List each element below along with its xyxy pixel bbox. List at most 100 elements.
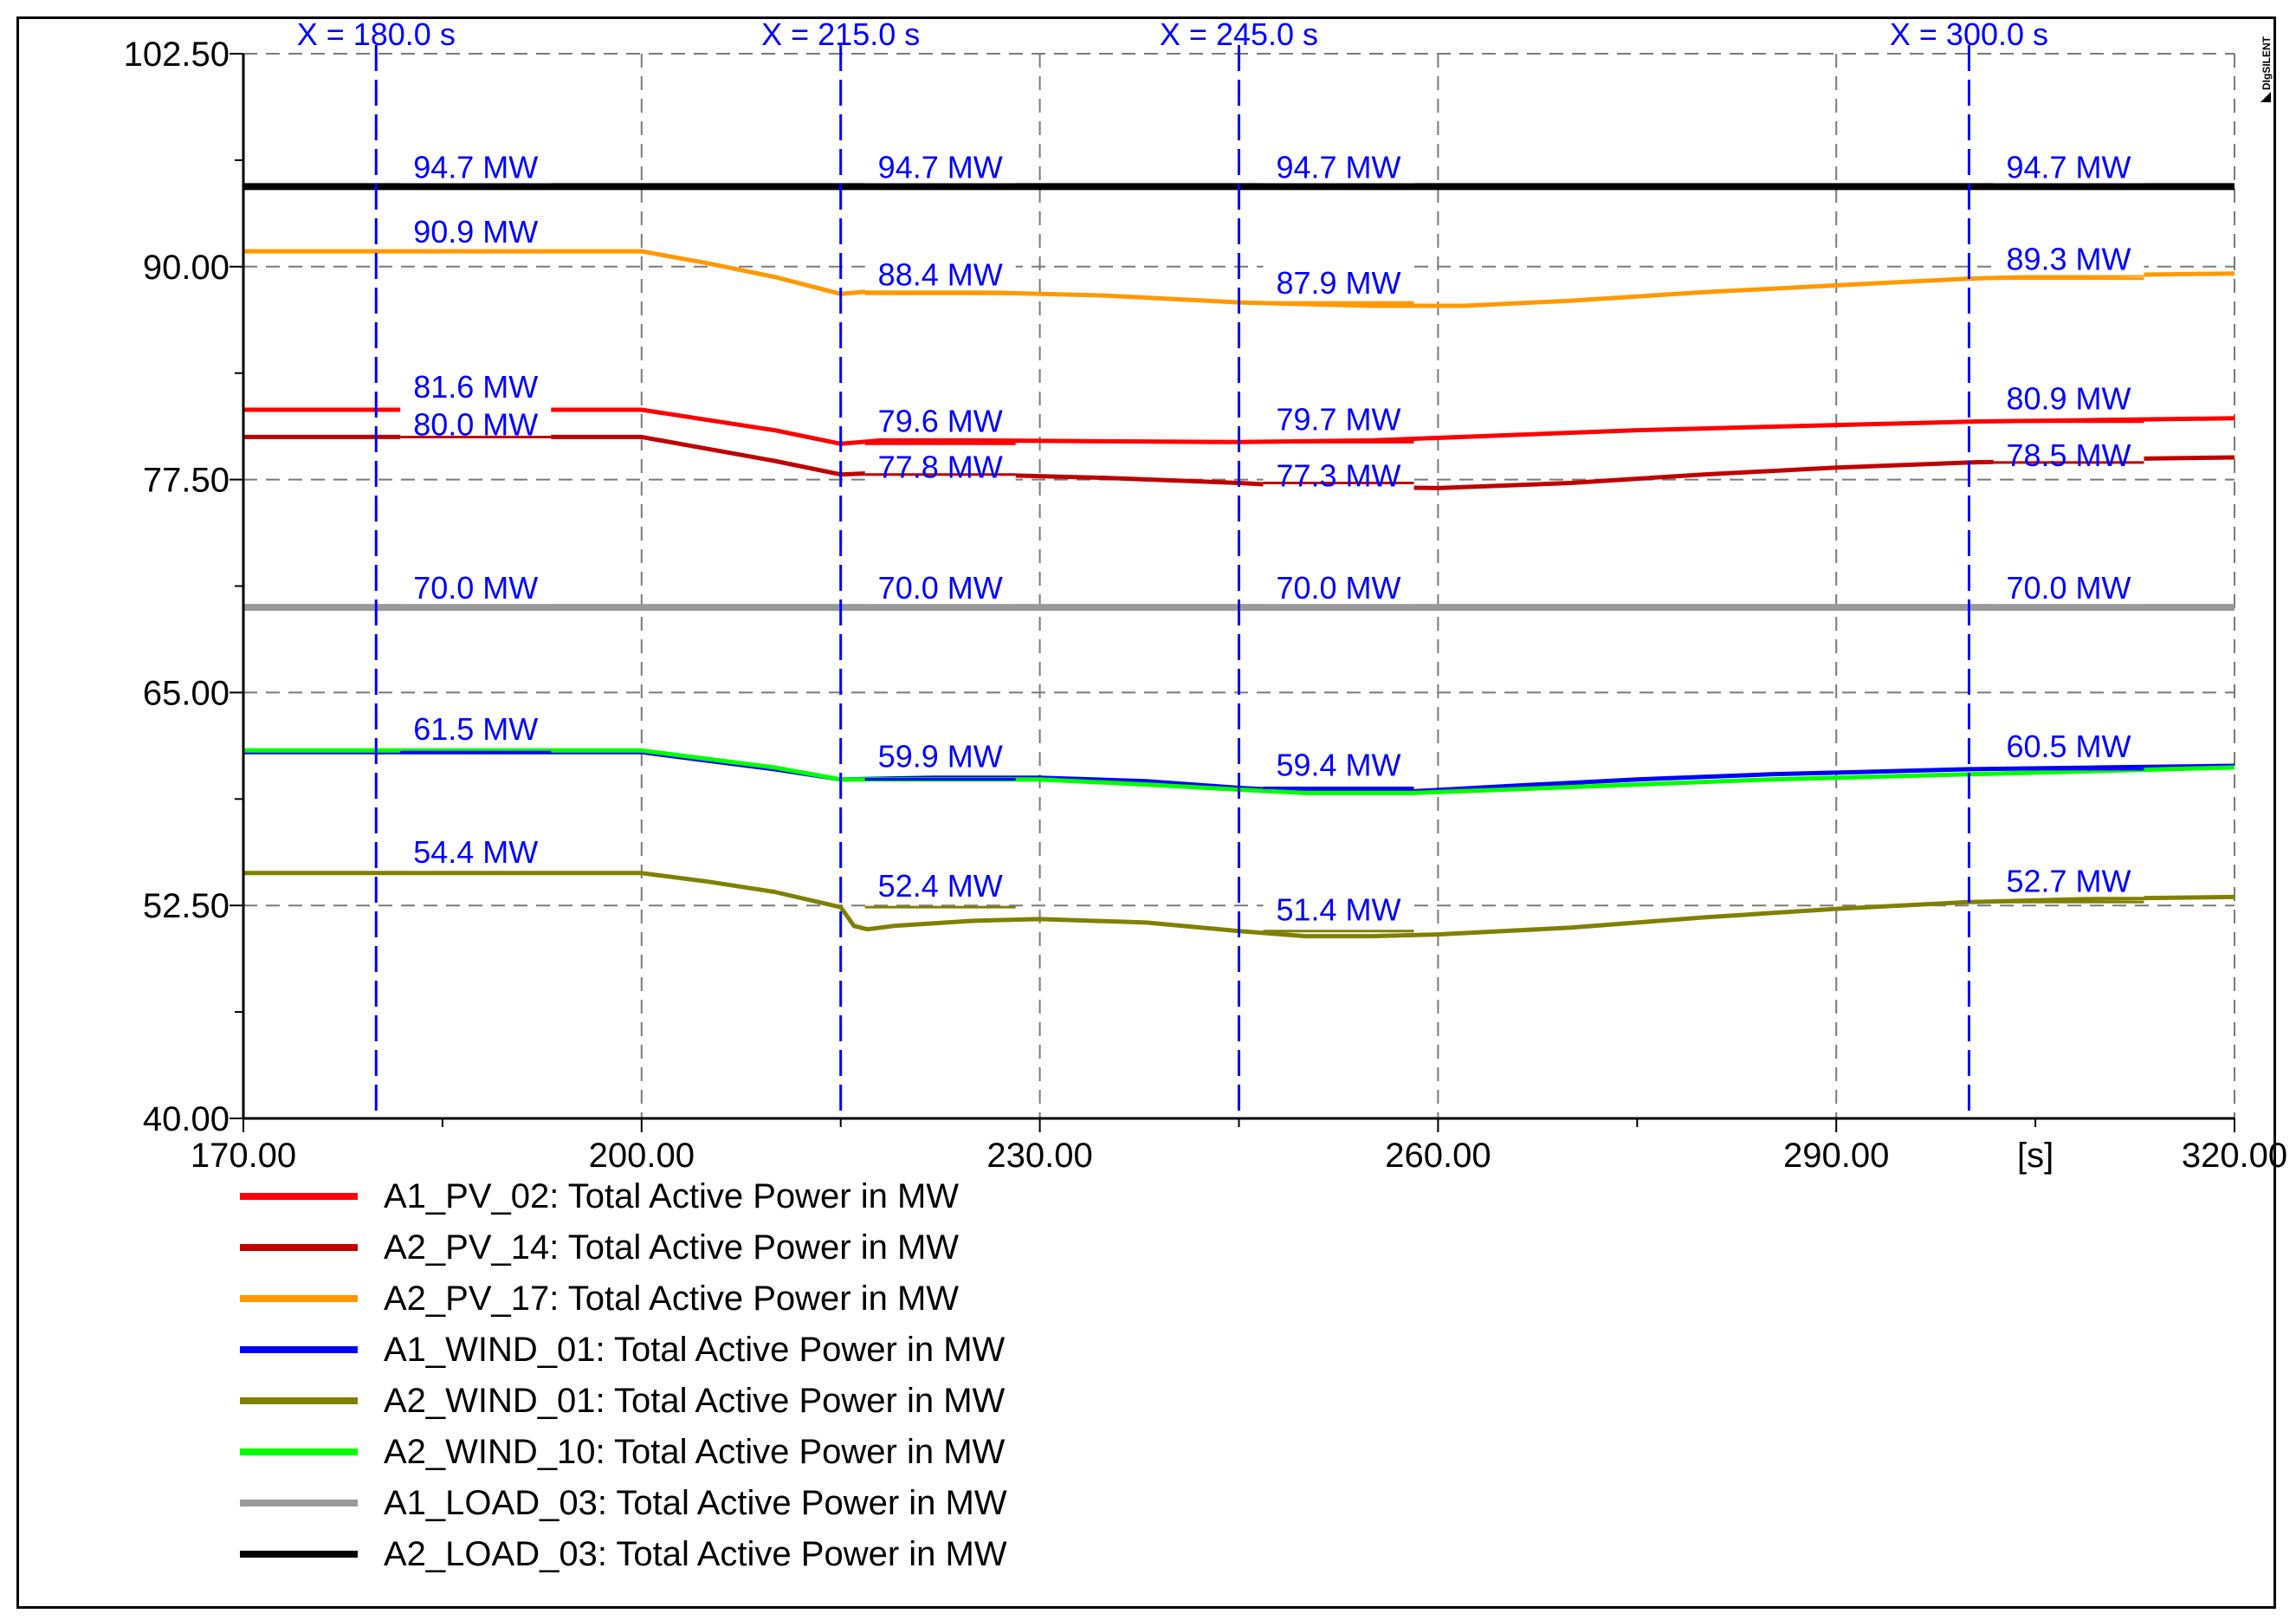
legend-swatch <box>240 1551 358 1558</box>
legend-swatch <box>240 1346 358 1353</box>
legend-label: A2_WIND_01: Total Active Power in MW <box>384 1382 1006 1420</box>
brand-text: DIgSILENT <box>2260 36 2273 90</box>
y-tick-label: 40.00 <box>143 1100 230 1138</box>
legend-item: A2_PV_17: Total Active Power in MW <box>240 1273 1193 1324</box>
value-label: 70.0 MW <box>1276 570 1400 606</box>
legend-item: A2_WIND_10: Total Active Power in MW <box>240 1427 1193 1477</box>
x-tick-label: 200.00 <box>589 1137 695 1175</box>
value-label: 79.7 MW <box>1276 401 1400 437</box>
legend-swatch <box>240 1500 358 1507</box>
legend-label: A1_PV_02: Total Active Power in MW <box>384 1177 960 1215</box>
value-label-bg <box>400 569 552 605</box>
value-label-bg <box>400 710 552 746</box>
x-tick-label: 260.00 <box>1385 1137 1491 1175</box>
value-label: 90.9 MW <box>413 214 538 249</box>
value-label: 94.7 MW <box>878 149 1003 185</box>
legend-item: A2_PV_14: Total Active Power in MW <box>240 1222 1193 1273</box>
legend-label: A2_LOAD_03: Total Active Power in MW <box>384 1535 1007 1573</box>
brand-logo: DIgSILENT <box>2257 19 2276 106</box>
value-label-bg <box>864 256 1016 291</box>
value-label-bg <box>1263 569 1414 605</box>
value-label-bg <box>1263 457 1414 492</box>
legend-item: A1_WIND_01: Total Active Power in MW <box>240 1325 1193 1375</box>
value-label-bg <box>864 448 1016 483</box>
x-tick-label: 230.00 <box>986 1137 1092 1175</box>
legend-swatch <box>240 1397 358 1404</box>
legend-label: A2_PV_14: Total Active Power in MW <box>384 1228 960 1267</box>
value-label-bg <box>1993 569 2144 605</box>
value-label: 77.3 MW <box>1276 458 1400 494</box>
legend-item: A2_LOAD_03: Total Active Power in MW <box>240 1529 1193 1579</box>
value-label-bg <box>864 148 1016 184</box>
value-label-bg <box>400 833 552 868</box>
cursor-label: X = 300.0 s <box>1890 16 2048 52</box>
value-label: 78.5 MW <box>2006 437 2131 473</box>
cursor-label: X = 215.0 s <box>761 16 920 52</box>
value-label-bg <box>400 148 552 184</box>
value-label-bg <box>1263 746 1414 781</box>
legend-item: A1_PV_02: Total Active Power in MW <box>240 1171 1193 1221</box>
value-label: 89.3 MW <box>2006 242 2131 277</box>
value-label-bg <box>864 402 1016 437</box>
value-label: 87.9 MW <box>1276 265 1400 301</box>
cursor-label: X = 180.0 s <box>297 16 456 52</box>
legend-swatch <box>240 1448 358 1455</box>
value-label-bg <box>1993 148 2144 184</box>
value-label: 70.0 MW <box>413 570 538 606</box>
value-label: 60.5 MW <box>2006 729 2131 764</box>
value-label: 94.7 MW <box>2006 149 2131 185</box>
legend-label: A1_LOAD_03: Total Active Power in MW <box>384 1484 1007 1522</box>
value-label-bg <box>1263 148 1414 184</box>
value-label-bg <box>1993 436 2144 471</box>
legend-item: A2_WIND_01: Total Active Power in MW <box>240 1376 1193 1426</box>
y-tick-label: 77.50 <box>143 462 230 500</box>
value-label-bg <box>1993 727 2144 762</box>
value-label: 52.7 MW <box>2006 863 2131 898</box>
value-label: 77.8 MW <box>878 450 1003 485</box>
value-label-bg <box>864 737 1016 773</box>
value-label: 61.5 MW <box>413 711 538 747</box>
value-label-bg <box>400 405 552 441</box>
value-label-bg <box>1993 862 2144 897</box>
y-tick-label: 90.00 <box>143 249 230 287</box>
value-label-bg <box>864 569 1016 605</box>
y-tick-label: 65.00 <box>143 674 230 712</box>
cursor-label: X = 245.0 s <box>1160 16 1318 52</box>
value-label-layer: X = 180.0 s X = 215.0 s X = 245.0 s X = 300… <box>297 16 2144 933</box>
value-label: 94.7 MW <box>1276 149 1400 185</box>
value-label: 94.7 MW <box>413 149 538 185</box>
cursor-layer <box>374 45 1970 1118</box>
value-label: 70.0 MW <box>2006 570 2131 606</box>
value-label: 88.4 MW <box>878 256 1003 292</box>
plot-frame <box>16 16 2276 1609</box>
value-label: 70.0 MW <box>878 570 1003 606</box>
value-label-bg <box>1263 400 1414 436</box>
x-tick-label: 320.00 <box>2182 1137 2287 1175</box>
x-unit-label: [s] <box>2017 1137 2053 1175</box>
value-label: 80.0 MW <box>413 406 538 442</box>
legend-label: A1_WIND_01: Total Active Power in MW <box>384 1331 1006 1369</box>
legend-swatch <box>240 1193 358 1200</box>
axes: 40.00 52.50 65.00 77.50 90.00 102.50 170.00 200… <box>124 36 2288 1175</box>
value-label-bg <box>1993 379 2144 415</box>
value-label: 81.6 MW <box>413 369 538 405</box>
legend-label: A2_WIND_10: Total Active Power in MW <box>384 1433 1006 1471</box>
series-line <box>243 748 2235 795</box>
value-label: 79.6 MW <box>878 403 1003 438</box>
value-label-bg <box>1263 891 1414 926</box>
value-label-bg <box>400 367 552 403</box>
value-label-bg <box>1263 264 1414 300</box>
value-label: 80.9 MW <box>2006 381 2131 417</box>
value-label-bg <box>400 213 552 249</box>
value-label: 51.4 MW <box>1276 892 1400 928</box>
x-tick-label: 290.00 <box>1783 1137 1889 1175</box>
value-label-bg <box>864 867 1016 903</box>
value-label: 59.9 MW <box>878 739 1003 774</box>
legend-item: A1_LOAD_03: Total Active Power in MW <box>240 1478 1193 1528</box>
series-line <box>243 871 2235 939</box>
value-label: 54.4 MW <box>413 834 538 870</box>
y-tick-label: 102.50 <box>124 36 230 74</box>
value-label-bg <box>1993 240 2144 275</box>
value-label: 52.4 MW <box>878 868 1003 904</box>
